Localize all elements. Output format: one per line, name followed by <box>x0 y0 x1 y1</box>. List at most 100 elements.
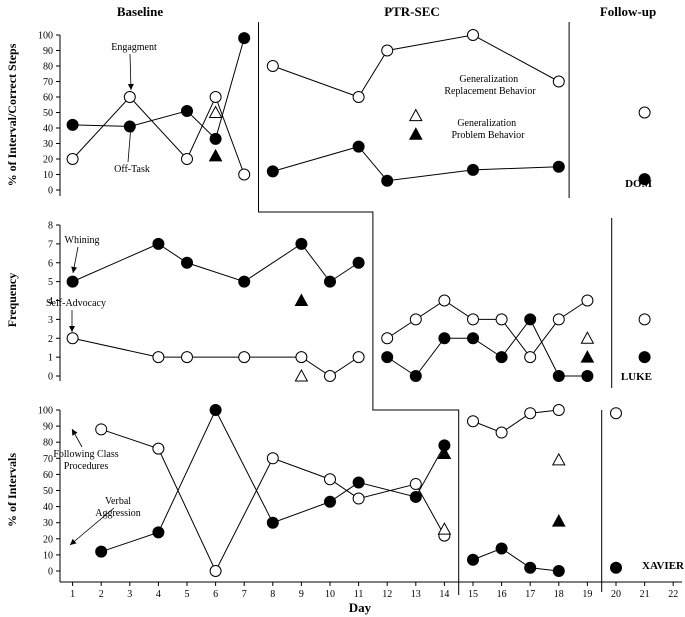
panel-xavier-point-verbal-aggression <box>610 561 622 574</box>
panel-dom-y-tick-label: 60 <box>43 93 53 104</box>
panel-dom-point-engagment <box>552 75 565 88</box>
panel-dom-line-off-task <box>272 146 559 182</box>
panel-dom-point-engagment <box>209 91 222 103</box>
panel-xavier-generalization-replacement-triangle <box>437 522 452 535</box>
panel-xavier-point-verbal-aggression <box>524 561 537 574</box>
panel-dom-point-engagment <box>381 44 394 57</box>
panel-luke-point-whining <box>495 351 508 364</box>
x-tick-label: 10 <box>325 589 335 600</box>
panel-dom-point-engagment <box>467 29 479 41</box>
phase-title-ptr-sec: PTR-SEC <box>384 4 440 19</box>
participant-label-luke: LUKE <box>621 371 652 383</box>
panel-xavier-annotation-label: Verbal Aggression <box>95 496 141 519</box>
panel-luke-generalization-replacement-triangle <box>580 331 595 344</box>
panel-xavier-point-verbal-aggression <box>467 553 479 566</box>
x-tick-label: 15 <box>468 589 478 600</box>
panel-xavier-y-tick-label: 10 <box>43 550 53 561</box>
x-tick-label: 1 <box>70 589 75 600</box>
panel-luke-point-whining <box>66 275 79 288</box>
panel-xavier-line-following-class-procedures <box>472 409 559 434</box>
panel-luke-generalization-replacement-triangle <box>294 368 309 382</box>
panel-luke-y-tick-label: 5 <box>48 277 53 288</box>
panel-luke-generalization-problem-triangle <box>580 350 595 363</box>
panel-luke-y-tick-label: 4 <box>48 296 53 307</box>
panel-luke-point-self-advocacy <box>66 332 79 345</box>
panel-xavier-point-verbal-aggression <box>352 476 365 489</box>
panel-dom-generalization-problem-triangle <box>408 127 423 140</box>
panel-dom-generalization-replacement-triangle <box>408 108 423 122</box>
panel-xavier-point-verbal-aggression <box>266 516 279 529</box>
panel-xavier-point-verbal-aggression <box>552 565 565 577</box>
panel-xavier-point-verbal-aggression <box>209 404 222 416</box>
panel-xavier-line-following-class-procedures <box>101 428 445 573</box>
panel-xavier-point-following-class-procedures <box>324 473 336 486</box>
panel-dom-annotation-label: Engagment <box>111 42 157 53</box>
panel-dom-annotation-arrowhead <box>127 83 134 90</box>
panel-dom-point-off-task <box>552 160 565 173</box>
panel-dom-point-off-task <box>123 120 136 133</box>
panel-luke-y-tick-label: 2 <box>48 334 53 345</box>
panel-dom-point-off-task <box>266 165 279 178</box>
x-tick-label: 14 <box>439 589 449 600</box>
panel-luke-y-tick-label: 6 <box>48 258 53 269</box>
x-tick-label: 12 <box>382 589 392 600</box>
panel-dom-point-engagment <box>238 168 251 181</box>
panel-xavier-point-following-class-procedures <box>95 423 108 436</box>
panel-luke-point-whining <box>295 237 308 250</box>
x-tick-label: 22 <box>668 589 678 600</box>
panel-luke-point-self-advocacy <box>495 313 508 326</box>
panel-dom-y-tick-label: 10 <box>43 170 53 181</box>
panel-luke-point-self-advocacy <box>467 313 479 326</box>
x-tick-label: 9 <box>299 589 304 600</box>
panel-xavier-y-tick-label: 80 <box>43 438 53 449</box>
panel-dom-generalization-problem-triangle <box>208 148 223 162</box>
panel-luke-y-tick-label: 1 <box>48 353 53 364</box>
panel-luke-point-self-advocacy <box>295 351 308 364</box>
panel-dom-generalization-replacement-triangle <box>208 105 223 118</box>
panel-luke-point-self-advocacy <box>381 332 394 345</box>
panel-xavier-point-verbal-aggression <box>152 526 165 539</box>
x-tick-label: 13 <box>411 589 421 600</box>
panel-xavier-point-following-class-procedures <box>467 415 479 428</box>
panel-dom-annotation-label: Off-Task <box>114 164 150 175</box>
panel-xavier-annotation-label-line: Procedures <box>64 461 109 472</box>
legend-generalization-replacement-line-1: Generalization <box>459 74 518 85</box>
panel-luke-point-self-advocacy <box>238 351 251 364</box>
panel-dom-point-off-task <box>66 118 79 131</box>
panel-dom-y-tick-label: 90 <box>43 46 53 57</box>
panel-xavier-point-following-class-procedures <box>352 492 365 505</box>
panel-xavier-y-tick-label: 40 <box>43 502 53 513</box>
panel-luke-point-whining <box>438 332 451 345</box>
panel-xavier-point-following-class-procedures <box>152 442 165 455</box>
panel-dom-point-engagment <box>266 60 279 72</box>
panel-luke-point-self-advocacy <box>324 370 336 382</box>
panel-luke-y-tick-label: 0 <box>48 372 53 383</box>
panel-dom-point-engagment <box>181 153 193 165</box>
panel-dom-point-off-task <box>209 132 222 145</box>
x-tick-label: 17 <box>525 589 535 600</box>
panel-dom-y-tick-label: 70 <box>43 77 53 88</box>
panel-xavier-line-verbal-aggression <box>472 547 559 572</box>
panel-luke-point-self-advocacy <box>638 313 651 326</box>
x-axis-title: Day <box>349 600 372 615</box>
panel-luke-point-whining <box>409 370 422 382</box>
panel-luke-point-self-advocacy <box>552 313 565 326</box>
panel-luke-point-whining <box>181 256 193 269</box>
legend-generalization-problem: Generalization Problem Behavior <box>451 118 525 141</box>
panel-xavier-point-following-class-procedures <box>524 407 537 420</box>
panel-xavier-annotation-arrow <box>69 507 115 546</box>
panel-xavier-point-following-class-procedures <box>409 478 422 491</box>
panel-luke-point-whining <box>552 370 565 382</box>
panel-xavier-y-tick-label: 70 <box>43 454 53 465</box>
x-tick-label: 7 <box>242 589 247 600</box>
x-tick-label: 8 <box>270 589 275 600</box>
plot-layer: 0102030405060708090100EngagmentOff-Task0… <box>38 22 682 600</box>
panel-dom-point-engagment <box>66 153 79 165</box>
panel-dom-point-off-task <box>467 163 479 176</box>
panel-dom-point-off-task <box>181 104 193 117</box>
panel-dom-y-tick-label: 0 <box>48 186 53 197</box>
panel-dom-point-engagment <box>352 91 365 103</box>
panel-luke-y-tick-label: 7 <box>48 239 53 250</box>
legend-generalization-problem-line-2: Problem Behavior <box>451 130 525 141</box>
x-tick-label: 2 <box>99 589 104 600</box>
